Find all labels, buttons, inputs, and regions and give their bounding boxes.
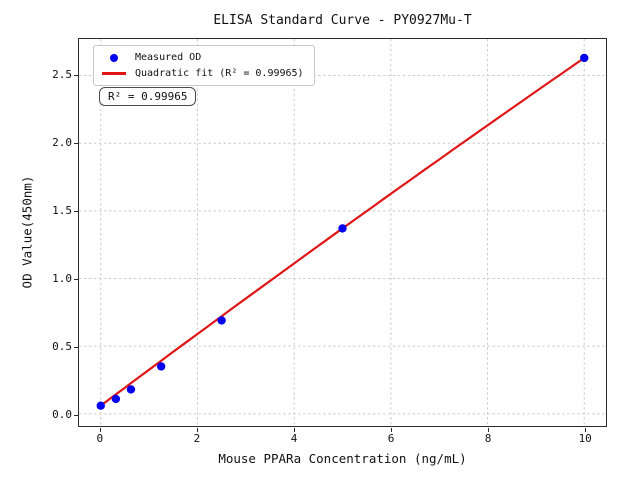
legend-item-quadratic-fit: Quadratic fit (R² = 0.99965)	[102, 68, 304, 79]
y-tick-label: 2.5	[52, 67, 72, 81]
y-axis-label: OD Value(450nm)	[19, 175, 35, 289]
x-tick-mark	[294, 428, 295, 432]
y-tick-mark	[74, 74, 78, 76]
x-tick-mark	[488, 428, 490, 432]
y-tick-mark	[74, 278, 78, 280]
y-tick-label: 2.0	[52, 135, 72, 149]
y-tick-label: 0.5	[52, 339, 72, 353]
x-tick-mark	[585, 428, 587, 432]
y-tick-mark	[74, 346, 78, 348]
x-axis-label: Mouse PPARa Concentration (ng/mL)	[218, 451, 467, 466]
fit-line-icon	[102, 72, 126, 75]
legend-item-measured-od: Measured OD	[102, 52, 304, 63]
legend: Measured OD Quadratic fit (R² = 0.99965)	[93, 45, 315, 86]
plot-canvas	[79, 39, 606, 426]
scatter-point-icon	[110, 53, 118, 62]
plot-area: Measured OD Quadratic fit (R² = 0.99965)…	[78, 38, 607, 427]
x-tick-mark	[391, 428, 392, 432]
legend-label-measured-od: Measured OD	[135, 52, 202, 63]
y-tick-mark	[74, 142, 78, 144]
x-tick-label: 0	[96, 432, 104, 445]
x-tick-label: 10	[578, 432, 592, 445]
chart-title: ELISA Standard Curve - PY0927Mu-T	[213, 13, 472, 28]
x-tick-mark	[99, 428, 101, 432]
y-tick-label: 0.0	[52, 407, 72, 421]
y-tick-label: 1.5	[52, 203, 72, 217]
x-tick-label: 8	[484, 432, 492, 445]
y-tick-mark	[74, 210, 78, 212]
r-squared-annotation: R² = 0.99965	[99, 87, 197, 106]
x-tick-label: 4	[290, 432, 298, 445]
x-tick-label: 2	[193, 432, 201, 445]
x-tick-label: 6	[387, 432, 395, 445]
legend-label-quadratic-fit: Quadratic fit (R² = 0.99965)	[135, 68, 304, 79]
y-tick-label: 1.0	[52, 271, 72, 285]
x-tick-mark	[196, 428, 198, 432]
y-tick-mark	[74, 414, 78, 416]
